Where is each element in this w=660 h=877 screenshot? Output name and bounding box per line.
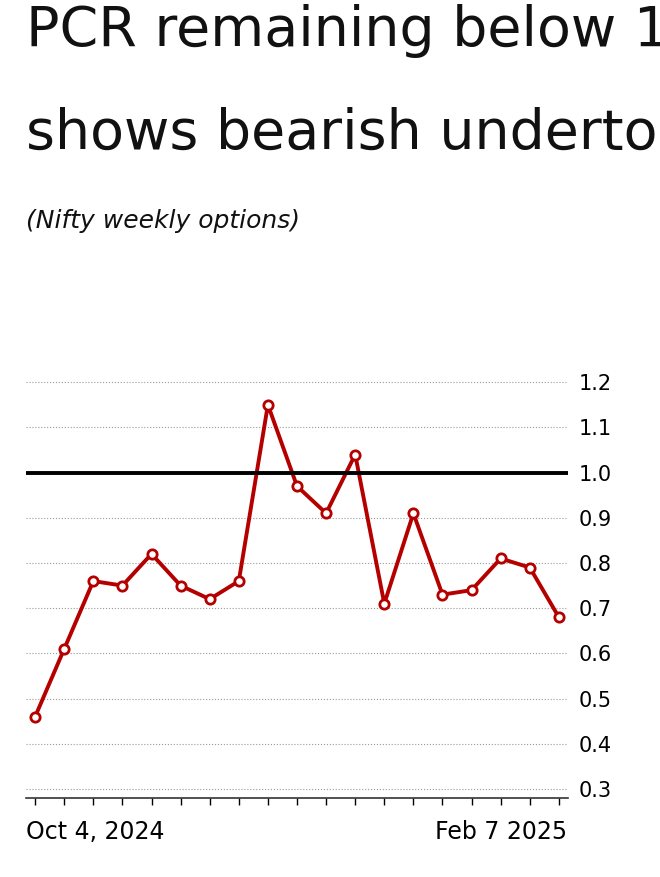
- Point: [117, 579, 127, 593]
- Text: PCR remaining below 1: PCR remaining below 1: [26, 4, 660, 59]
- Point: [350, 447, 360, 461]
- Point: [30, 709, 40, 724]
- Point: [88, 574, 98, 588]
- Point: [496, 552, 506, 566]
- Text: shows bearish undertone: shows bearish undertone: [26, 107, 660, 161]
- Point: [205, 592, 215, 606]
- Text: Oct 4, 2024: Oct 4, 2024: [26, 820, 165, 844]
- Text: (Nifty weekly options): (Nifty weekly options): [26, 209, 300, 232]
- Point: [408, 506, 418, 520]
- Point: [234, 574, 244, 588]
- Point: [467, 583, 477, 597]
- Point: [59, 642, 69, 656]
- Point: [147, 547, 157, 561]
- Point: [321, 506, 331, 520]
- Point: [263, 398, 273, 412]
- Text: Feb 7 2025: Feb 7 2025: [436, 820, 568, 844]
- Point: [176, 579, 186, 593]
- Point: [525, 560, 535, 574]
- Point: [437, 588, 447, 602]
- Point: [554, 610, 564, 624]
- Point: [292, 479, 302, 493]
- Point: [379, 596, 389, 610]
